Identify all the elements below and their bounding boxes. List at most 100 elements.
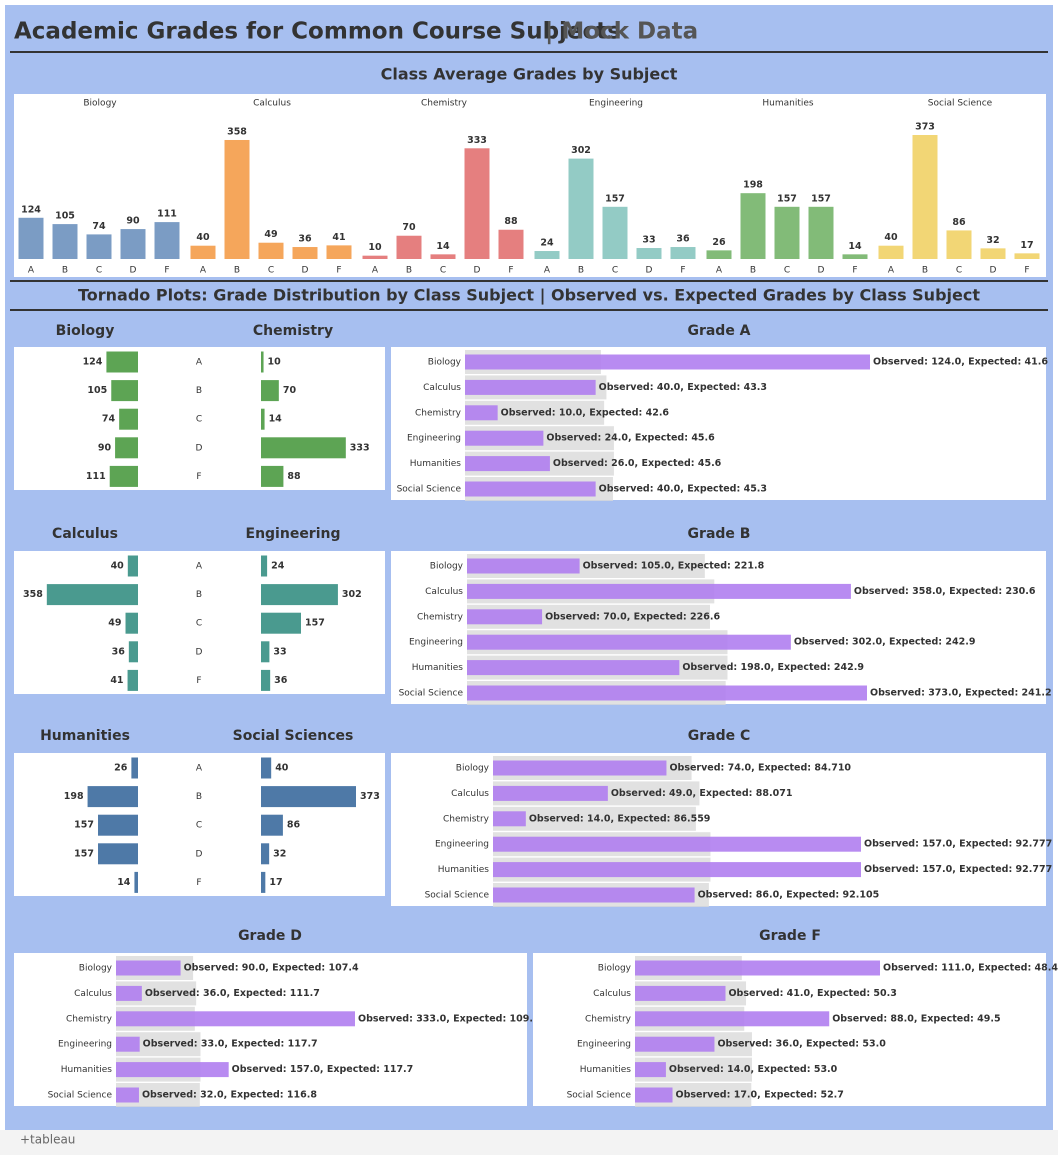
data-label: 198 — [64, 791, 84, 802]
x-tick-label: A — [372, 266, 379, 276]
category-label: F — [196, 676, 201, 686]
category-label: A — [196, 562, 203, 572]
category-label: Engineering — [407, 434, 461, 444]
category-label: Social Science — [567, 1091, 632, 1101]
bar — [878, 245, 904, 259]
bar — [261, 843, 270, 865]
panel — [533, 953, 1046, 1106]
footer-bar — [0, 1130, 1058, 1155]
bar — [131, 757, 138, 779]
data-label: 24 — [271, 561, 285, 572]
observed-bar — [635, 1062, 666, 1078]
subject-label: Humanities — [762, 99, 814, 109]
bar — [261, 814, 283, 836]
subject-label: Biology — [83, 99, 117, 109]
panel-title: Social Sciences — [233, 728, 354, 744]
panel-title: Calculus — [52, 526, 118, 542]
category-label: C — [196, 415, 202, 425]
panel-title: Chemistry — [253, 323, 333, 339]
x-tick-label: A — [716, 266, 723, 276]
x-tick-label: F — [336, 266, 341, 276]
bar — [86, 234, 112, 259]
data-label: 24 — [540, 238, 554, 249]
chart-title: Grade F — [759, 928, 821, 944]
data-label: 74 — [92, 221, 106, 232]
x-tick-label: B — [750, 266, 756, 276]
data-label: 33 — [273, 646, 286, 657]
data-label: 14 — [117, 877, 131, 888]
bar — [912, 135, 938, 259]
panel-title: Engineering — [246, 526, 341, 542]
data-label: 86 — [952, 217, 966, 228]
panel — [14, 94, 1046, 277]
data-label: 358 — [23, 589, 43, 600]
data-label: Observed: 358.0, Expected: 230.6 — [854, 586, 1036, 597]
subject-label: Social Science — [928, 99, 993, 109]
data-label: 157 — [74, 820, 94, 831]
panel-title: Humanities — [40, 728, 130, 744]
bar — [115, 437, 138, 459]
data-label: 36 — [676, 234, 690, 245]
data-label: 333 — [467, 135, 487, 146]
data-label: Observed: 302.0, Expected: 242.9 — [794, 637, 976, 648]
footer-logo[interactable]: +tableau — [20, 1133, 75, 1147]
category-label: Social Science — [399, 689, 464, 699]
bar — [87, 786, 138, 808]
data-label: 14 — [269, 414, 283, 425]
observed-bar — [465, 456, 550, 472]
bar — [258, 242, 284, 259]
observed-bar — [116, 1062, 229, 1078]
data-label: Observed: 157.0, Expected: 92.777 — [864, 839, 1052, 850]
x-tick-label: D — [990, 266, 997, 276]
category-label: Engineering — [577, 1040, 631, 1050]
data-label: 26 — [114, 763, 128, 774]
x-tick-label: A — [200, 266, 207, 276]
data-label: 88 — [287, 471, 301, 482]
chart-title: Grade D — [238, 928, 302, 944]
data-label: Observed: 157.0, Expected: 92.777 — [864, 864, 1052, 875]
data-label: 90 — [126, 216, 140, 227]
data-label: 111 — [157, 209, 177, 220]
bar — [119, 408, 138, 430]
observed-bar — [635, 985, 726, 1001]
data-label: 14 — [848, 241, 862, 252]
data-label: 40 — [111, 561, 125, 572]
data-label: 10 — [268, 357, 282, 368]
category-label: D — [196, 647, 203, 657]
bar — [602, 206, 628, 259]
data-label: Observed: 26.0, Expected: 45.6 — [553, 458, 722, 469]
data-label: 32 — [273, 848, 286, 859]
bar — [98, 814, 138, 836]
x-tick-label: B — [578, 266, 584, 276]
x-tick-label: F — [508, 266, 513, 276]
data-label: 105 — [55, 211, 75, 222]
bar — [127, 669, 138, 691]
data-label: Observed: 198.0, Expected: 242.9 — [682, 662, 864, 673]
category-label: Humanities — [412, 663, 464, 673]
panel — [14, 753, 385, 896]
data-label: Observed: 88.0, Expected: 49.5 — [832, 1013, 1000, 1024]
data-label: Observed: 40.0, Expected: 45.3 — [599, 484, 767, 495]
observed-bar — [493, 811, 526, 827]
category-label: B — [196, 590, 202, 600]
data-label: 41 — [110, 675, 123, 686]
bar — [261, 351, 264, 373]
category-label: D — [196, 443, 203, 453]
bar — [636, 248, 662, 259]
bar — [1014, 253, 1040, 259]
bar — [261, 669, 271, 691]
data-label: Observed: 74.0, Expected: 84.710 — [669, 763, 851, 774]
observed-bar — [465, 430, 544, 446]
x-tick-label: D — [646, 266, 653, 276]
data-label: Observed: 86.0, Expected: 92.105 — [698, 890, 880, 901]
data-label: Observed: 14.0, Expected: 53.0 — [669, 1064, 838, 1075]
bar — [808, 206, 834, 259]
data-label: Observed: 41.0, Expected: 50.3 — [728, 988, 896, 999]
bar — [362, 255, 388, 259]
data-label: Observed: 111.0, Expected: 48.4 — [883, 963, 1058, 974]
observed-bar — [467, 609, 543, 625]
bar — [261, 871, 266, 893]
observed-bar — [493, 785, 608, 801]
data-label: 10 — [368, 242, 382, 253]
category-label: Calculus — [451, 789, 489, 799]
